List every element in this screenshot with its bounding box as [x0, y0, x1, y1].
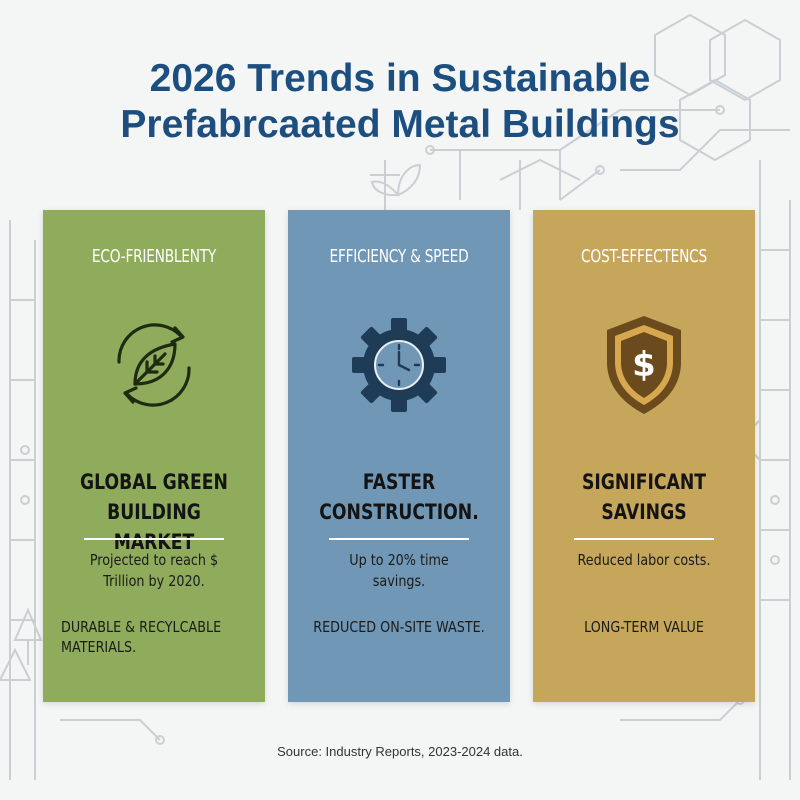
source-note: Source: Industry Reports, 2023-2024 data… [277, 744, 523, 759]
desc-line-2: Trillion by 2020. [103, 572, 205, 590]
gear-clock-icon [352, 318, 446, 412]
card-cost-effectiveness: COST-EFFECTENCS $ SIGNIFICANT SAVINGS Re… [533, 210, 755, 702]
stat-line-1: SIGNIFICANT [581, 470, 707, 494]
note-line-1: DURABLE & RECYLCABLE [61, 618, 222, 636]
stat-line-1: FASTER [362, 470, 436, 494]
card-note: LONG-TERM VALUE [550, 617, 739, 637]
card-eco-friendly: ECO-FRIENBLENTY GLOBAL GREEN BUILDING MA… [43, 210, 265, 702]
card-heading: COST-EFFECTENCS [581, 246, 707, 267]
note-line-2: MATERIALS. [61, 638, 137, 656]
divider [84, 538, 224, 540]
card-description: Projected to reach $ Trillion by 2020. [60, 550, 249, 592]
card-heading: ECO-FRIENBLENTY [91, 246, 217, 267]
desc-line-1: Up to 20% time [349, 551, 449, 569]
stat-line-1: GLOBAL GREEN BUILDING [80, 470, 228, 524]
svg-text:$: $ [632, 345, 656, 385]
card-note: REDUCED ON-SITE WASTE. [305, 617, 494, 637]
desc-line-1: Reduced labor costs. [577, 551, 711, 569]
title-line-2: Prefabrcaated Metal Buildings [120, 103, 680, 146]
stat-line-2: SAVINGS [601, 500, 687, 524]
divider [329, 538, 469, 540]
stat-line-2: MARKET [113, 530, 195, 554]
dollar-shield-icon: $ [607, 316, 681, 414]
desc-line-2: savings. [372, 572, 426, 590]
card-note: DURABLE & RECYLCABLE MATERIALS. [61, 617, 223, 657]
card-efficiency-speed: EFFICIENCY & SPEED FASTER CONSTRUCTION. [288, 210, 510, 702]
card-description: Reduced labor costs. [550, 550, 739, 571]
card-heading: EFFICIENCY & SPEED [329, 246, 469, 267]
page-title: 2026 Trends in Sustainable Prefabrcaated… [0, 56, 800, 148]
card-stat: SIGNIFICANT SAVINGS [553, 467, 735, 527]
note-line-1: LONG-TERM VALUE [584, 618, 704, 636]
card-stat: GLOBAL GREEN BUILDING MARKET [63, 467, 245, 557]
title-line-1: 2026 Trends in Sustainable [149, 57, 651, 100]
note-line-1: REDUCED ON-SITE WASTE. [313, 618, 485, 636]
desc-line-1: Projected to reach $ [89, 551, 219, 569]
card-description: Up to 20% time savings. [305, 550, 494, 592]
stat-line-2: CONSTRUCTION. [319, 500, 479, 524]
card-stat: FASTER CONSTRUCTION. [308, 467, 490, 527]
divider [574, 538, 714, 540]
recycle-leaf-icon [117, 323, 191, 407]
